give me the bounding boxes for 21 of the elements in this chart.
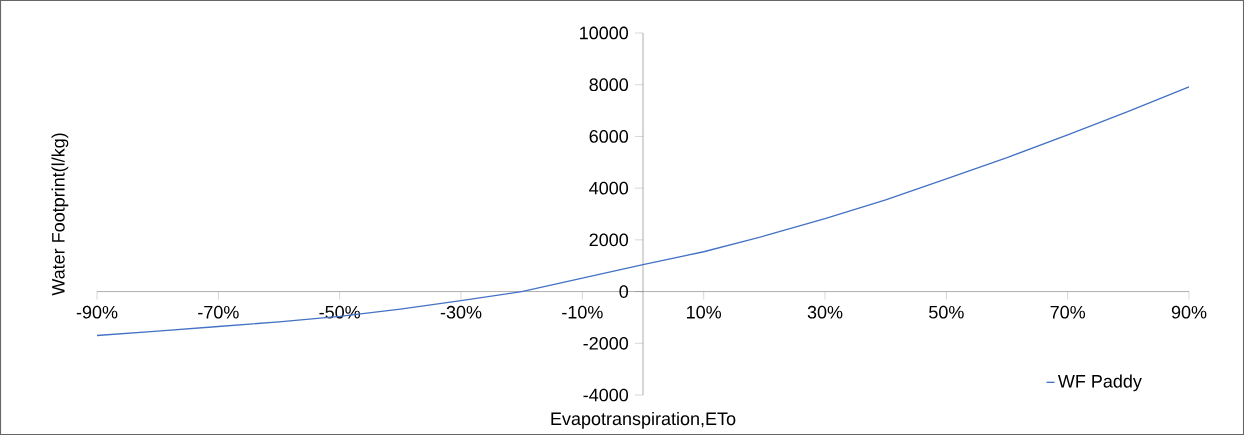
y-tick-label: -2000 [583, 336, 629, 350]
y-axis-title: Water Footprint(l/kg) [51, 133, 69, 296]
x-tick-label: -10% [562, 305, 603, 319]
x-tick-label: 70% [1050, 305, 1086, 319]
x-tick-label: 30% [807, 305, 843, 319]
x-tick-label: 10% [687, 305, 722, 319]
y-tick-label: 4000 [589, 181, 629, 195]
x-tick-label: -50% [319, 305, 361, 319]
y-tick-label: 6000 [589, 130, 629, 143]
x-tick-label: 90% [1171, 305, 1207, 319]
legend-label: WF Paddy [1057, 374, 1142, 392]
y-tick-label: 10000 [580, 26, 629, 40]
x-tick-label: -70% [198, 305, 239, 319]
y-tick-label: 8000 [589, 78, 629, 92]
x-tick-label: -30% [440, 305, 482, 319]
y-tick-label: 2000 [589, 233, 629, 247]
y-tick-label: 0 [619, 285, 629, 298]
y-tick-label: -4000 [583, 388, 629, 402]
x-axis-title: Evapotranspiration,ETo [551, 411, 736, 429]
x-tick-label: 50% [929, 305, 964, 319]
x-tick-label: -90% [76, 305, 118, 319]
